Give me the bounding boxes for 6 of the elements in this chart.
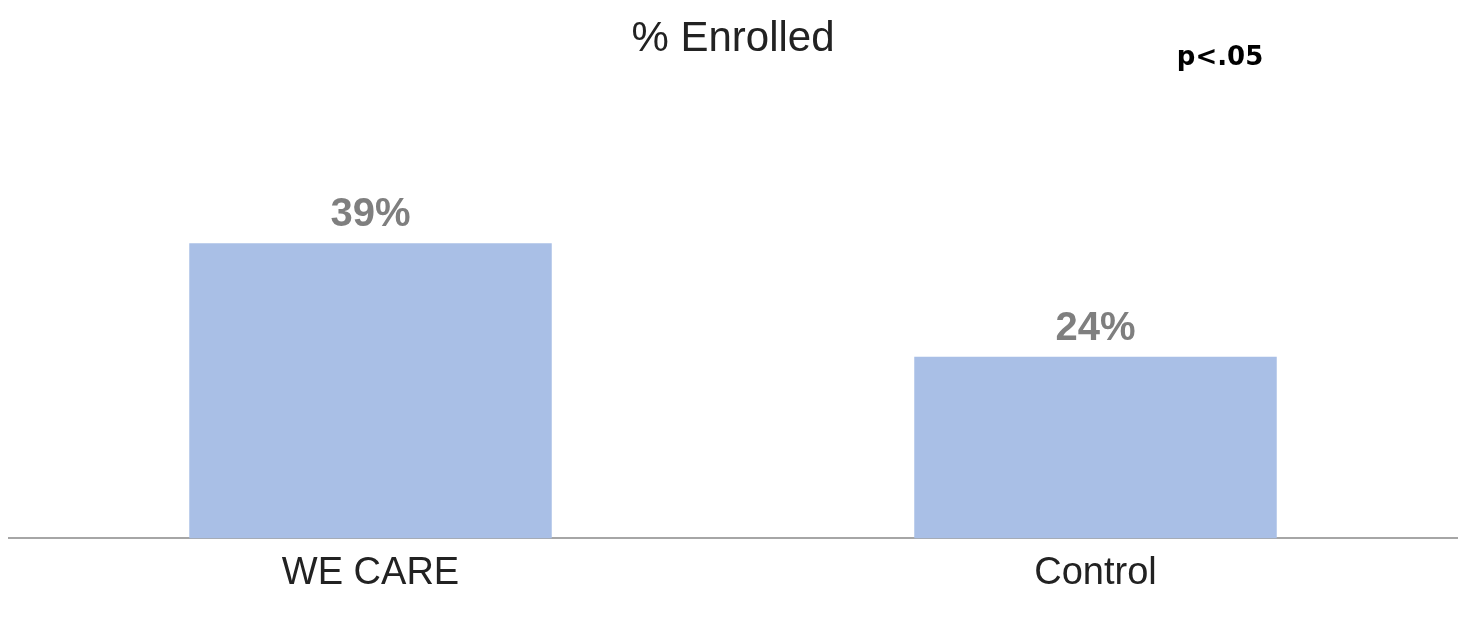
text: p<.05 (1176, 40, 1264, 71)
chart-title: % Enrolled (631, 12, 835, 60)
data-label: 24% (1055, 303, 1136, 348)
x-tick-label: WE CARE (281, 549, 460, 592)
x-tick-label: Control (1034, 549, 1157, 592)
data-label: 39% (330, 190, 411, 235)
